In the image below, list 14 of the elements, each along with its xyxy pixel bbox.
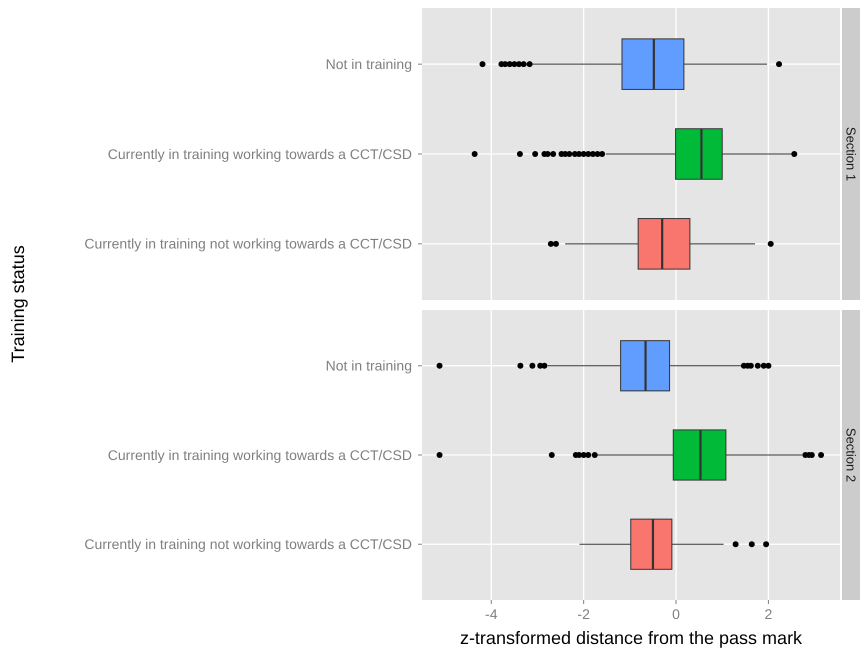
y-tick-label: Currently in training working towards a CCT/CSD <box>108 446 412 463</box>
y-tick-label: Currently in training not working towards a CCT/CSD <box>84 536 412 552</box>
text: Section 1 <box>843 126 858 182</box>
x-tick-label: -2 <box>577 606 590 622</box>
x-tick-label: -4 <box>485 606 498 622</box>
x-axis-title: z-transformed distance from the pass mark <box>460 628 804 648</box>
x-tick-label: 2 <box>764 606 773 622</box>
y-tick-label: Currently in training working towards a CCT/CSD <box>108 146 412 162</box>
y-tick-label: Not in training <box>326 358 412 374</box>
y-tick-label: Currently in training not working towards a CCT/CSD <box>84 236 412 252</box>
x-tick-label: 0 <box>672 606 680 622</box>
y-axis-title: Training status <box>8 245 28 363</box>
y-tick-label: Not in training <box>326 56 412 72</box>
text: Section 2 <box>843 428 858 482</box>
